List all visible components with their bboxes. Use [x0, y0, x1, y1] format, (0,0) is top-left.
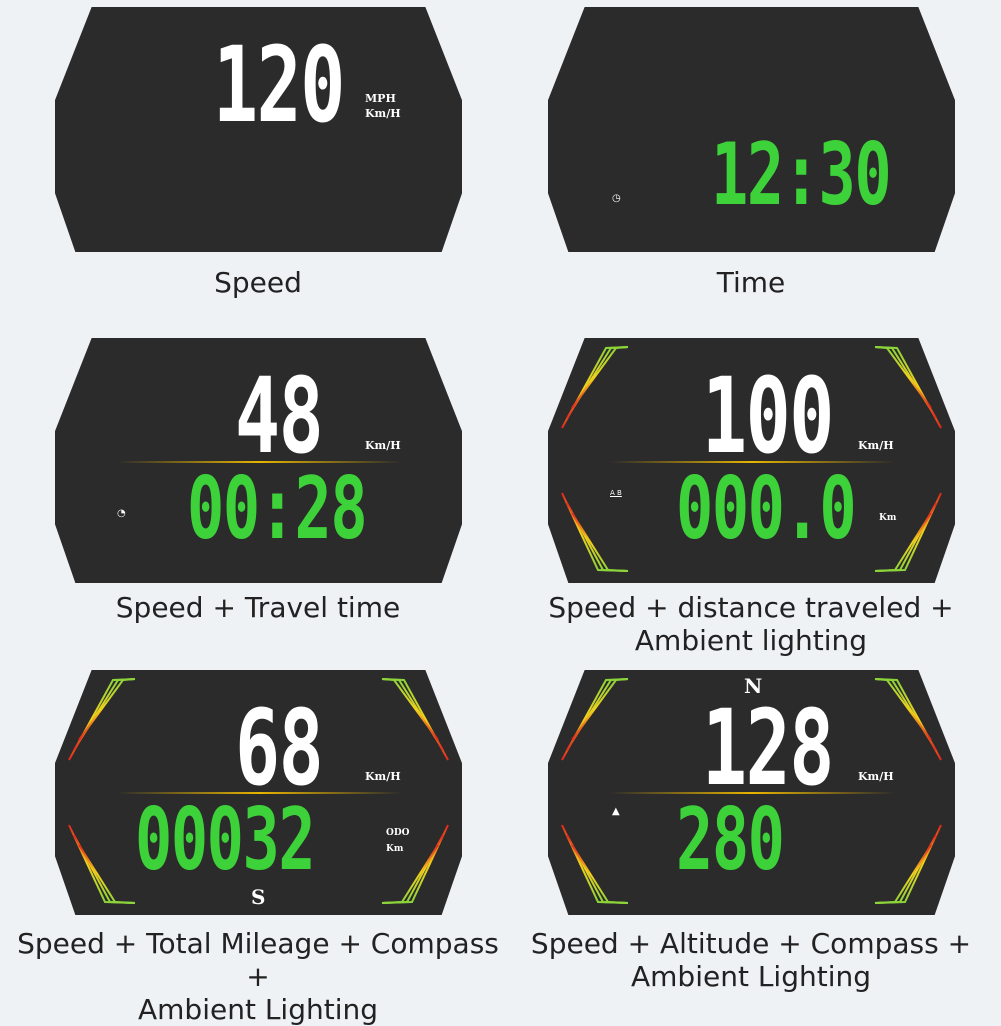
- ambient-strip-top-left: [571, 346, 629, 409]
- ambient-strip-bottom-left: [566, 502, 629, 572]
- unit-kmh: Km/H: [858, 439, 894, 452]
- ambient-strip-top-right: [874, 346, 942, 429]
- speed-readout: 100: [702, 355, 834, 477]
- ambient-lighting-strips: [561, 346, 942, 572]
- ambient-strip-top-left: [566, 678, 629, 751]
- ambient-strip-top-right: [874, 346, 932, 409]
- ambient-strip-top-right: [874, 678, 937, 751]
- divider-line: [610, 461, 895, 463]
- clock-icon: ◷: [612, 193, 621, 204]
- caption-line: Speed + Total Mileage + Compass +: [17, 927, 499, 993]
- ambient-strip-bottom-left: [571, 844, 629, 904]
- speed-readout: 68: [235, 687, 324, 809]
- unit-km: Km: [879, 513, 897, 523]
- caption-time: Time: [716, 266, 786, 299]
- hud-panel-distance: 100 Km/H 000.0 Km A B: [548, 338, 955, 583]
- ambient-strip-bottom-left: [566, 834, 629, 904]
- speed-readout: 128: [702, 687, 834, 809]
- unit-kmh: Km/H: [365, 439, 401, 452]
- ambient-strip-top-right: [381, 678, 439, 741]
- caption-distance: Speed + distance traveled + Ambient ligh…: [506, 591, 996, 657]
- ambient-strip-bottom-right: [874, 844, 932, 904]
- hud-panel-time: 12:30 ◷: [548, 7, 955, 252]
- unit-kmh: Km/H: [365, 770, 401, 783]
- time-readout: 12:30: [711, 125, 892, 225]
- compass-heading: S: [251, 885, 266, 909]
- caption-speed: Speed: [214, 266, 302, 299]
- ambient-strip-bottom-left: [68, 824, 136, 904]
- ambient-strip-bottom-left: [73, 834, 136, 904]
- caption-mileage: Speed + Total Mileage + Compass + Ambien…: [13, 927, 503, 1026]
- ambient-strip-bottom-left: [561, 492, 629, 572]
- distance-readout: 000.0: [676, 459, 857, 559]
- speed-readout: 120: [213, 24, 345, 146]
- ambient-strip-top-right: [381, 678, 444, 751]
- unit-kmh: Km/H: [365, 107, 401, 120]
- caption-line: Speed + Altitude + Compass +: [530, 927, 972, 960]
- ambient-strip-bottom-left: [571, 512, 629, 572]
- ambient-strip-bottom-left: [561, 824, 629, 904]
- ambient-strip-bottom-right: [381, 844, 439, 904]
- unit-odo: ODO: [386, 828, 410, 838]
- ambient-strip-bottom-left: [78, 844, 136, 904]
- hud-panel-speed-travel-time: 48 Km/H 00:28 ◔: [55, 338, 462, 583]
- ambient-strip-top-left: [561, 678, 629, 761]
- caption-line: Ambient Lighting: [630, 960, 871, 993]
- ambient-strip-top-left: [571, 678, 629, 741]
- ambient-strip-bottom-right: [874, 512, 932, 572]
- ambient-strip-top-right: [381, 678, 449, 761]
- unit-mph: MPH: [365, 92, 396, 105]
- trip-ab-icon: A B: [610, 489, 622, 497]
- hud-panel-speed: 120 MPH Km/H: [55, 7, 462, 252]
- compass-heading: N: [744, 674, 763, 698]
- ambient-lighting-strips: [68, 678, 449, 904]
- ambient-strip-top-left: [73, 678, 136, 751]
- ambient-strip-top-right: [874, 346, 937, 419]
- altitude-readout: 280: [676, 790, 785, 890]
- caption-travel-time: Speed + Travel time: [115, 591, 401, 624]
- divider-line: [610, 792, 895, 794]
- ambient-strip-top-right: [874, 678, 932, 741]
- ambient-strip-top-right: [874, 678, 942, 761]
- caption-altitude: Speed + Altitude + Compass + Ambient Lig…: [506, 927, 996, 993]
- divider-line: [117, 792, 402, 794]
- caption-line: Speed + distance traveled +: [548, 591, 954, 624]
- ambient-strip-top-left: [78, 678, 136, 741]
- mountain-icon: ▲: [612, 806, 620, 817]
- ambient-strip-bottom-right: [874, 492, 942, 572]
- odometer-readout: 00032: [135, 790, 316, 890]
- unit-kmh: Km/H: [858, 770, 894, 783]
- ambient-strip-bottom-right: [874, 824, 942, 904]
- hud-panel-altitude-compass: N 128 Km/H 280 ▲: [548, 670, 955, 915]
- ambient-lighting-strips: [561, 678, 942, 904]
- ambient-strip-bottom-right: [874, 834, 937, 904]
- travel-time-readout: 00:28: [187, 459, 368, 559]
- ambient-strip-top-left: [561, 346, 629, 429]
- timer-icon: ◔: [117, 508, 126, 519]
- ambient-strip-top-left: [566, 346, 629, 419]
- caption-line: Ambient Lighting: [137, 993, 378, 1026]
- unit-km: Km: [386, 844, 404, 854]
- ambient-strip-top-left: [68, 678, 136, 761]
- speed-readout: 48: [235, 355, 324, 477]
- divider-line: [117, 461, 402, 463]
- hud-panel-mileage-compass: 68 Km/H 00032 ODO Km S: [55, 670, 462, 915]
- caption-line: Ambient lighting: [634, 624, 868, 657]
